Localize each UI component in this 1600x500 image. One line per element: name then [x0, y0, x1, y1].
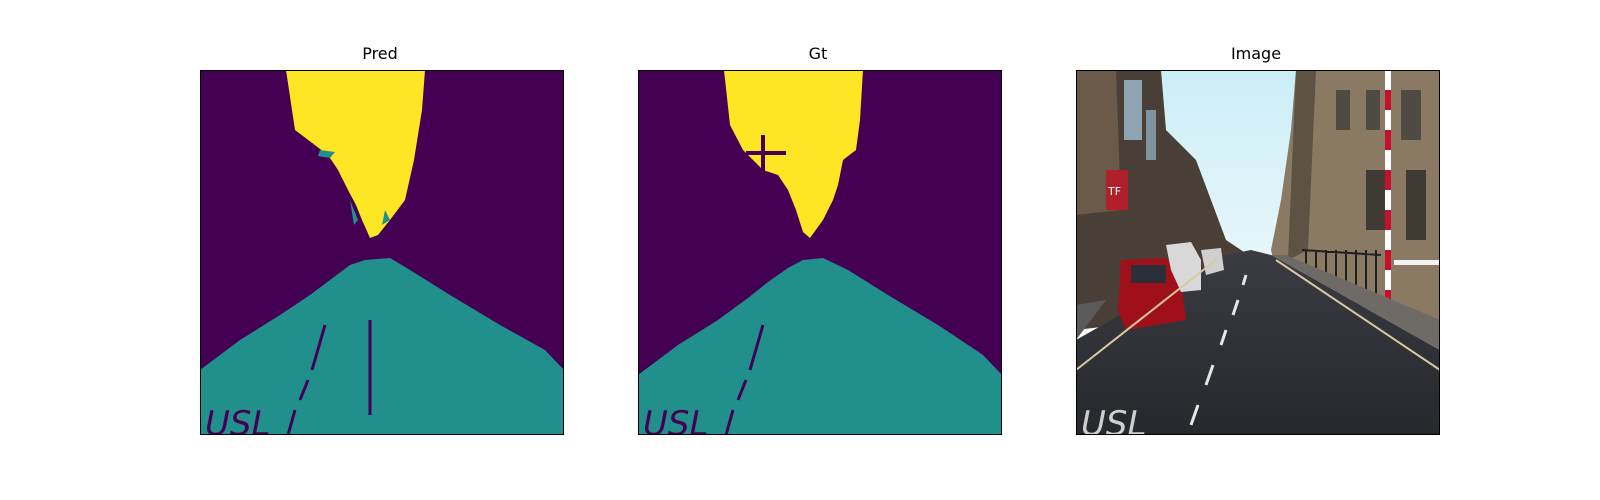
gt-segmentation-panel: USL [638, 70, 1002, 435]
gt-sky-region [724, 70, 863, 238]
gt-road-text-mark: USL [643, 404, 708, 435]
right-window-5 [1406, 170, 1426, 240]
barrier-arm [1394, 260, 1440, 265]
gt-panel-border [638, 70, 1002, 435]
image-panel-border [1076, 70, 1440, 435]
gt-sky-antenna-object [746, 135, 786, 175]
gt-road-markings [724, 324, 765, 435]
gt-panel-title: Gt [808, 44, 828, 63]
pred-road-region [200, 258, 564, 435]
pred-panel-border [200, 70, 564, 435]
image-panel-title: Image [1230, 44, 1282, 63]
right-window-2 [1366, 90, 1380, 130]
pred-road-markings [286, 320, 372, 435]
red-car-windshield [1131, 265, 1166, 283]
pred-road-text-mark: USL [205, 404, 270, 435]
left-sidewalk [1076, 300, 1106, 340]
shop-sign [1106, 170, 1128, 210]
left-window-2 [1146, 110, 1156, 160]
shop-sign-text: TF [1107, 185, 1121, 198]
barrier-pole [1385, 70, 1391, 330]
right-building-shadow [1288, 70, 1316, 260]
road-left-line [1076, 259, 1217, 371]
right-window-1 [1336, 90, 1350, 130]
pred-segmentation-panel: USL [200, 70, 564, 435]
left-window-1 [1124, 80, 1142, 140]
pred-sky-edge-noise [318, 150, 390, 225]
road-text-mark: USL [1081, 404, 1146, 435]
right-sidewalk [1271, 255, 1440, 350]
pred-panel-title: Pred [362, 44, 398, 63]
right-window-4 [1366, 170, 1386, 230]
gt-road-region [638, 258, 1002, 435]
road-center-dashes [1189, 274, 1248, 426]
pred-sky-region [286, 70, 425, 238]
street-image-panel: TF USL [1076, 70, 1440, 435]
road-right-line [1275, 259, 1440, 371]
right-window-3 [1401, 90, 1421, 140]
